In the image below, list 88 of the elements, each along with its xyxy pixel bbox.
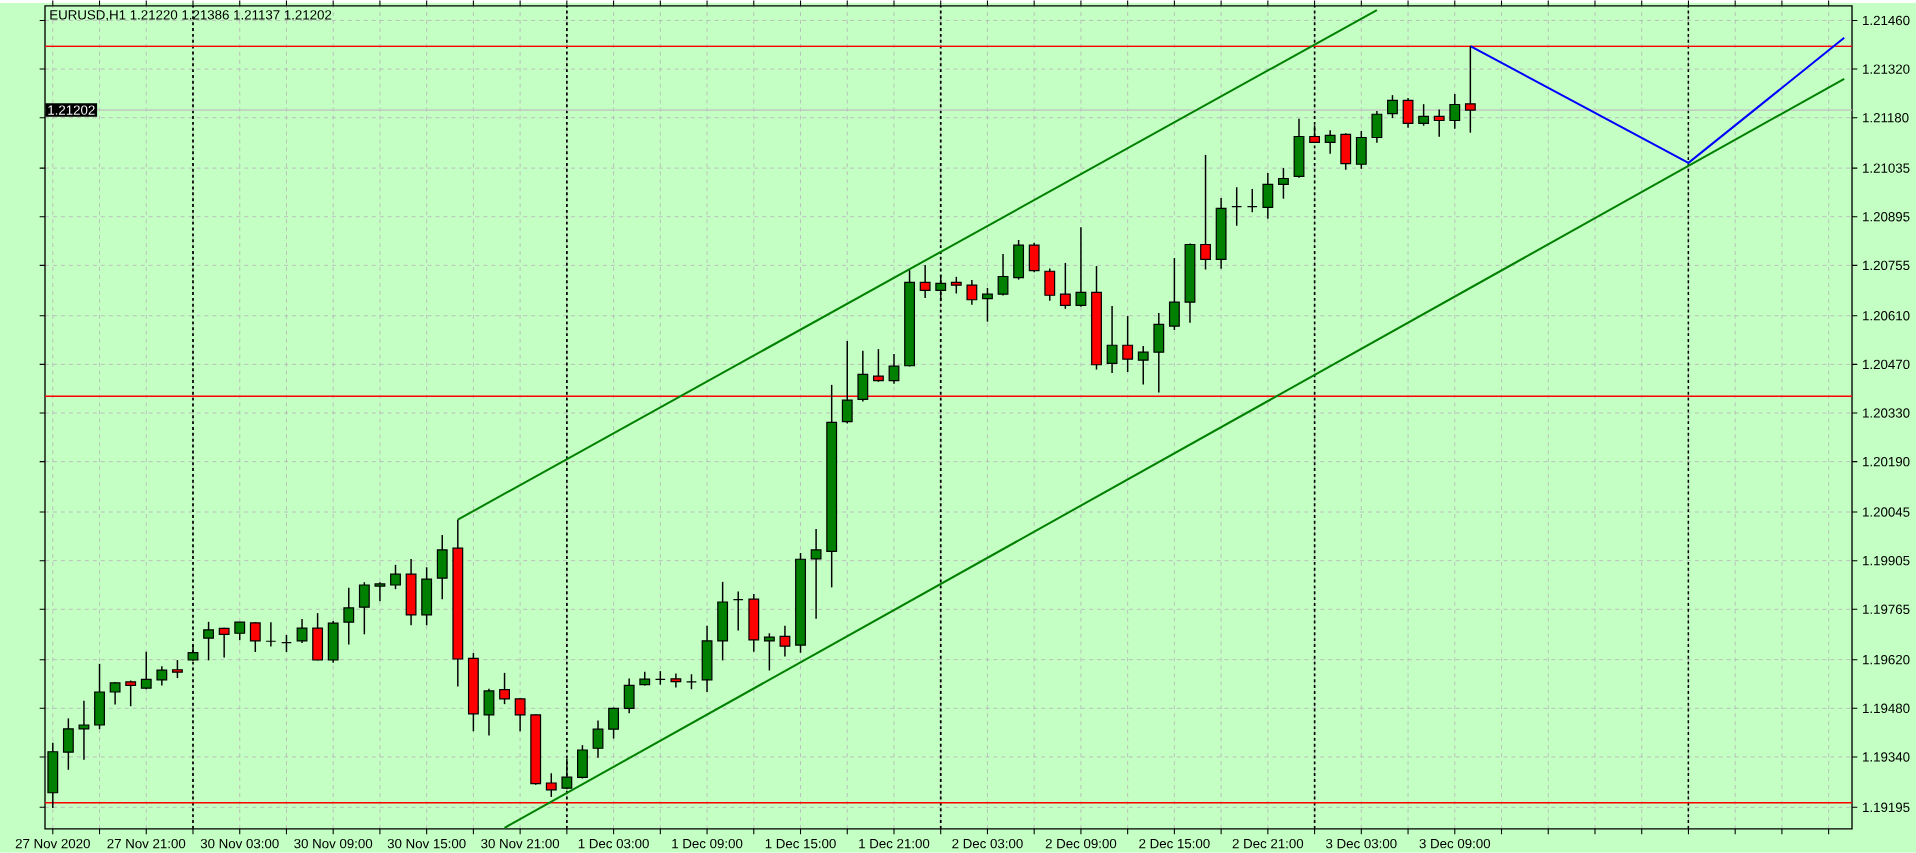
candlestick <box>171 659 183 679</box>
candlestick <box>623 677 635 714</box>
candlestick <box>249 621 261 653</box>
candlestick <box>1433 108 1445 138</box>
x-tick-label: 30 Nov 03:00 <box>200 838 279 849</box>
candlestick <box>841 340 853 425</box>
candlestick <box>390 564 401 590</box>
candlestick <box>343 587 355 646</box>
candlestick <box>888 353 900 385</box>
candlestick <box>1402 97 1414 129</box>
y-tick-label: 1.19620 <box>1863 655 1910 665</box>
x-tick-label: 27 Nov 21:00 <box>107 838 186 849</box>
y-tick-label: 1.20895 <box>1863 212 1910 222</box>
y-tick-label: 1.20045 <box>1863 507 1910 517</box>
candlestick <box>1075 226 1087 308</box>
x-tick-label: 3 Dec 03:00 <box>1326 838 1397 849</box>
chart-title: EURUSD,H1 1.21220 1.21386 1.21137 1.21202 <box>50 10 332 22</box>
candlestick <box>514 697 526 733</box>
y-tick-label: 1.21320 <box>1863 64 1910 74</box>
candlestick <box>1387 94 1398 119</box>
candlestick <box>1278 167 1289 200</box>
candlestick <box>997 253 1009 297</box>
y-tick-label: 1.20330 <box>1863 408 1910 418</box>
candlestick <box>483 688 495 737</box>
x-tick-label: 1 Dec 21:00 <box>859 838 930 849</box>
y-tick-label: 1.19480 <box>1863 703 1910 714</box>
x-tick-label: 30 Nov 21:00 <box>481 838 560 849</box>
candlestick <box>1106 305 1118 374</box>
y-tick-label: 1.20610 <box>1863 311 1910 321</box>
candlestick <box>265 621 277 648</box>
y-tick-label: 1.19340 <box>1863 752 1910 762</box>
candlestick <box>1231 186 1243 227</box>
candlestick <box>78 699 90 761</box>
y-tick-label: 1.21460 <box>1863 15 1910 26</box>
x-tick-label: 30 Nov 09:00 <box>294 838 373 849</box>
x-tick-label: 2 Dec 09:00 <box>1045 838 1117 849</box>
x-tick-label: 1 Dec 03:00 <box>578 838 649 849</box>
candlestick <box>1246 188 1258 214</box>
candlestick <box>763 632 775 672</box>
candlestick <box>125 679 137 708</box>
x-tick-label: 1 Dec 09:00 <box>672 838 743 849</box>
candlestick <box>1200 154 1211 271</box>
candlestick <box>156 665 168 687</box>
candlestick <box>374 581 386 603</box>
candlestick <box>1371 110 1383 144</box>
candlestick <box>1262 172 1274 220</box>
candlestick <box>1044 267 1056 302</box>
y-tick-label: 1.20190 <box>1863 457 1910 467</box>
y-tick-label: 1.20755 <box>1863 260 1910 271</box>
candlestick <box>1137 345 1149 386</box>
candlestick <box>608 706 620 740</box>
candlestick <box>592 719 604 759</box>
candlestick <box>1418 103 1430 127</box>
y-tick-label: 1.19765 <box>1863 604 1910 615</box>
x-tick-label: 27 Nov 2020 <box>15 838 90 849</box>
x-tick-label: 30 Nov 15:00 <box>387 838 466 849</box>
candlestick <box>966 279 978 306</box>
candlestick <box>810 528 822 620</box>
y-tick-label: 1.21035 <box>1863 163 1910 173</box>
candlestick <box>1059 262 1071 310</box>
candlestick <box>1122 315 1134 373</box>
y-tick-label: 1.19195 <box>1863 802 1910 813</box>
candlestick <box>1324 129 1336 155</box>
candlestick <box>1449 93 1461 130</box>
x-tick-label: 3 Dec 09:00 <box>1419 838 1491 849</box>
candlestick <box>872 348 884 383</box>
candlestick <box>499 672 510 705</box>
candlestick <box>358 581 370 636</box>
candlestick <box>545 772 557 798</box>
candlestick <box>218 627 230 659</box>
x-tick-label: 2 Dec 15:00 <box>1139 838 1210 849</box>
y-tick-label: 1.20470 <box>1863 359 1910 370</box>
ref-line-label: 1.21202 <box>48 105 95 115</box>
candlestick <box>982 287 993 323</box>
candlestick <box>296 618 308 644</box>
x-tick-label: 2 Dec 21:00 <box>1232 838 1304 849</box>
x-tick-label: 2 Dec 03:00 <box>952 838 1023 849</box>
y-tick-label: 1.21180 <box>1863 113 1909 123</box>
candlestick <box>919 264 931 299</box>
candlestick <box>140 651 152 690</box>
candlestick <box>1168 257 1180 331</box>
candlestick <box>732 590 744 632</box>
y-tick-label: 1.19905 <box>1863 556 1910 566</box>
candlestick <box>779 624 791 658</box>
candlestick <box>203 621 214 662</box>
x-tick-label: 1 Dec 15:00 <box>765 838 836 849</box>
candlestick <box>62 717 74 771</box>
candlestick <box>670 672 682 689</box>
